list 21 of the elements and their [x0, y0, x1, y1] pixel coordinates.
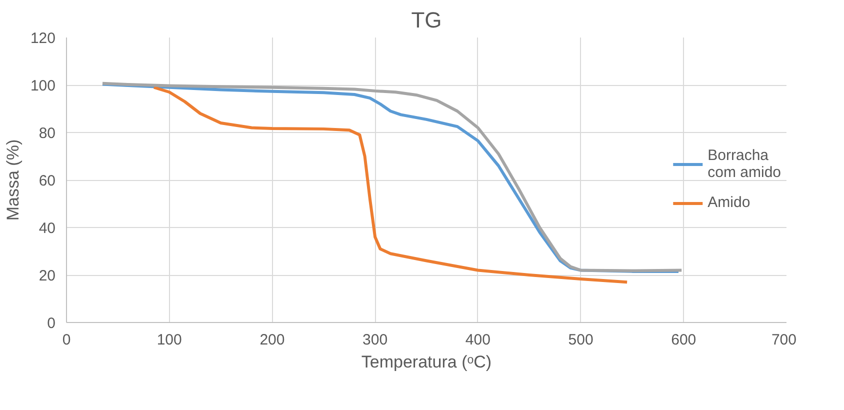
x-tick-label: 300: [362, 332, 388, 348]
x-tick-label: 400: [465, 332, 490, 348]
x-tick-label: 100: [156, 332, 182, 348]
legend-label: Amido: [708, 194, 750, 211]
y-tick-label: 100: [30, 78, 56, 94]
line-series: [152, 86, 629, 284]
y-tick-label: 60: [38, 172, 56, 190]
x-tick-label: 600: [671, 332, 696, 348]
chart-title: TG: [411, 8, 442, 32]
y-tick-label: 80: [38, 125, 56, 142]
x-tick-label: 200: [260, 332, 285, 348]
legend-label: Borracha com amido: [708, 146, 781, 180]
x-tick-label: 0: [62, 332, 71, 348]
y-tick-label: 0: [47, 315, 56, 332]
y-tick-label: 120: [30, 30, 56, 47]
y-axis-title: Massa (%): [3, 139, 22, 221]
x-axis-title: Temperatura (ᵒC): [361, 352, 492, 372]
y-tick-label: 40: [38, 220, 56, 237]
x-tick-label: 700: [771, 332, 797, 348]
x-tick-label: 500: [568, 332, 594, 348]
y-tick-label: 20: [38, 268, 56, 284]
